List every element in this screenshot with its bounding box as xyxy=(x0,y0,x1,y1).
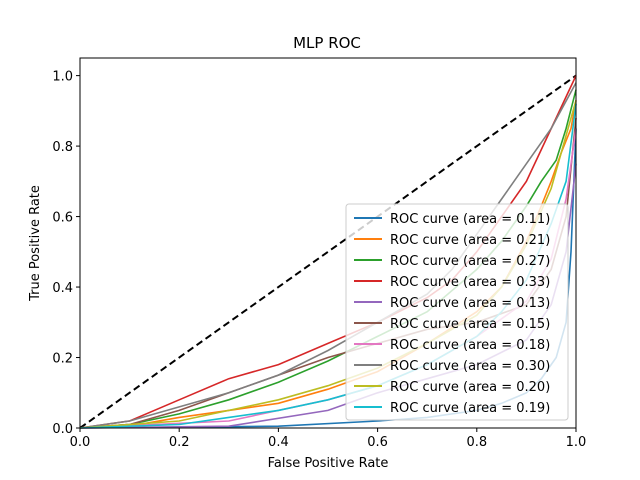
legend-box xyxy=(345,203,569,421)
y-axis-ticks: 0.0 0.2 0.4 0.6 0.8 1.0 xyxy=(52,70,80,437)
legend-entry: ROC curve (area = 0.27) xyxy=(390,254,550,269)
x-axis-ticks: 0.0 0.2 0.4 0.6 0.8 1.0 xyxy=(70,428,587,450)
x-tick-label: 0.4 xyxy=(268,435,289,450)
plot-frame xyxy=(79,57,577,429)
x-tick-label: 0.0 xyxy=(70,435,91,450)
x-tick-label: 0.2 xyxy=(169,435,190,450)
x-tick-label: 1.0 xyxy=(566,435,587,450)
legend-entry: ROC curve (area = 0.15) xyxy=(390,317,550,332)
legend-entry: ROC curve (area = 0.13) xyxy=(390,296,550,311)
chart-title: MLP ROC xyxy=(293,34,361,52)
legend-entry: ROC curve (area = 0.20) xyxy=(390,380,550,395)
legend-entry: ROC curve (area = 0.11) xyxy=(390,212,550,227)
y-tick-label: 0.6 xyxy=(52,211,73,226)
y-tick-label: 0.0 xyxy=(52,422,73,437)
y-axis-label: True Positive Rate xyxy=(28,185,43,302)
legend-entry: ROC curve (area = 0.21) xyxy=(390,233,550,248)
legend-entry: ROC curve (area = 0.30) xyxy=(390,359,550,374)
legend: ROC curve (area = 0.11) ROC curve (area =… xyxy=(345,203,569,421)
x-axis-label: False Positive Rate xyxy=(268,456,389,471)
x-tick-label: 0.8 xyxy=(466,435,487,450)
legend-entry: ROC curve (area = 0.19) xyxy=(390,401,550,416)
y-tick-label: 0.8 xyxy=(52,140,73,155)
y-tick-label: 0.4 xyxy=(52,281,73,296)
y-tick-label: 0.2 xyxy=(52,352,73,367)
legend-entry: ROC curve (area = 0.18) xyxy=(390,338,550,353)
y-tick-label: 1.0 xyxy=(52,70,73,85)
chance-diagonal-line xyxy=(79,74,577,429)
x-tick-label: 0.6 xyxy=(367,435,388,450)
legend-entry: ROC curve (area = 0.33) xyxy=(390,275,550,290)
